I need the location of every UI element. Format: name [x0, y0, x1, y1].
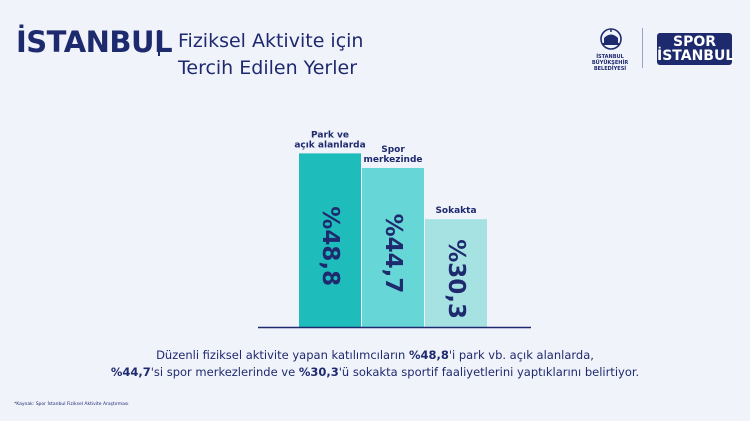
- category-label-3: Sokakta: [435, 206, 476, 216]
- bar-2: [362, 167, 424, 327]
- spor-logo-line-1: SPOR: [672, 34, 717, 50]
- spor-logo-line-2: İSTANBUL: [657, 48, 735, 64]
- source-note: *Kaynak: Spor İstanbul Fiziksel Aktivite…: [14, 402, 129, 407]
- category-label-1: Park ve açık alanlarda: [294, 130, 365, 150]
- desc-text-4: 'ü sokakta sportif faaliyetlerini yaptık…: [338, 365, 640, 379]
- ibb-line-3: BELEDİYESİ: [593, 66, 627, 72]
- bar-value-label-2: %44,7: [380, 214, 406, 294]
- bar-3: [425, 219, 487, 327]
- brand-wordmark: İSTANBUL: [16, 25, 173, 59]
- title-line-2: Tercih Edilen Yerler: [178, 57, 358, 79]
- ibb-line-2: BÜYÜKŞEHİR: [591, 60, 629, 66]
- title-line-1: Fiziksel Aktivite için: [178, 30, 364, 52]
- desc-bold-2: %44,7: [110, 365, 151, 379]
- desc-text-2: 'i park vb. açık alanlarda,: [448, 348, 594, 362]
- bar-value-label-1: %48,8: [317, 206, 343, 286]
- bar-value-label-3: %30,3: [443, 239, 469, 319]
- bar-1: [299, 153, 361, 327]
- description-line-1: Düzenli fiziksel aktivite yapan katılımc…: [0, 347, 750, 364]
- ibb-line-1: İSTANBUL: [596, 54, 624, 60]
- desc-bold-3: %30,3: [298, 365, 339, 379]
- desc-bold-1: %48,8: [408, 348, 449, 362]
- category-label-2: Spor merkezinde: [363, 145, 422, 165]
- logo-divider: [642, 28, 643, 68]
- spor-istanbul-logo: SPOR İSTANBUL: [657, 33, 735, 65]
- ibb-emblem-icon: [600, 28, 622, 50]
- description-line-2: %44,7'si spor merkezlerinde ve %30,3'ü s…: [0, 364, 750, 381]
- desc-text-3: 'si spor merkezlerinde ve: [150, 365, 299, 379]
- ibb-logo-text: İSTANBUL BÜYÜKŞEHİR BELEDİYESİ: [582, 54, 638, 72]
- desc-text-1: Düzenli fiziksel aktivite yapan katılımc…: [156, 348, 409, 362]
- title-divider: [158, 30, 160, 56]
- page-title: Fiziksel Aktivite için Tercih Edilen Yer…: [178, 28, 363, 82]
